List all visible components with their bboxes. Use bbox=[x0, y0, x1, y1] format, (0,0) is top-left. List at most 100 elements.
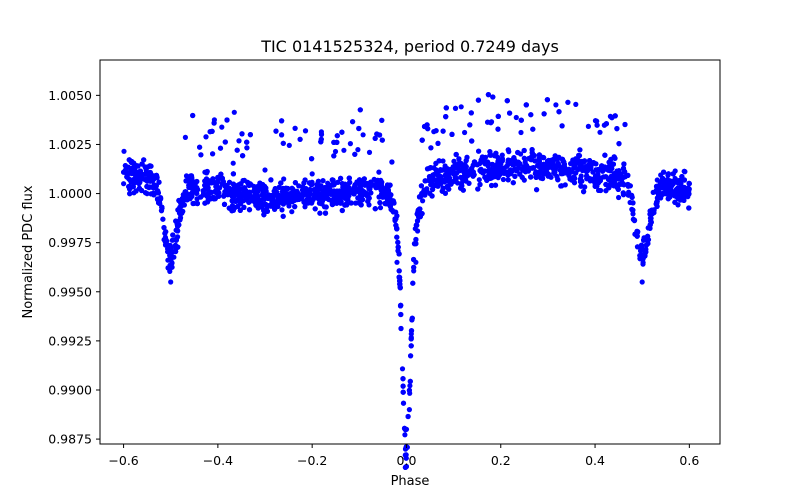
data-point bbox=[660, 175, 666, 182]
data-point bbox=[219, 175, 225, 181]
data-point bbox=[514, 168, 520, 174]
data-point bbox=[126, 157, 132, 163]
data-point bbox=[339, 129, 345, 135]
data-point bbox=[400, 383, 406, 389]
data-point bbox=[475, 97, 481, 103]
data-point bbox=[612, 155, 618, 161]
data-point bbox=[398, 302, 404, 308]
data-point bbox=[396, 268, 402, 274]
data-point bbox=[557, 167, 563, 173]
data-point bbox=[566, 167, 572, 173]
data-point bbox=[663, 191, 669, 197]
data-point bbox=[211, 196, 217, 202]
data-point bbox=[141, 157, 147, 163]
data-point bbox=[280, 213, 286, 219]
data-point bbox=[211, 120, 217, 126]
x-axis-label: Phase bbox=[391, 474, 430, 489]
data-point bbox=[651, 207, 657, 213]
data-point bbox=[415, 228, 421, 234]
data-point bbox=[426, 174, 433, 180]
data-point bbox=[641, 237, 647, 243]
data-point bbox=[339, 207, 345, 214]
data-point bbox=[616, 194, 622, 201]
data-point bbox=[151, 182, 157, 188]
data-point bbox=[318, 139, 324, 145]
data-point bbox=[262, 194, 268, 200]
data-point bbox=[602, 152, 608, 158]
data-points bbox=[121, 92, 693, 470]
x-axis: −0.6 −0.4 −0.2 0.0 0.2 0.4 0.6 bbox=[108, 444, 699, 468]
data-point bbox=[229, 208, 235, 214]
data-point bbox=[123, 170, 129, 176]
data-point bbox=[290, 186, 296, 192]
data-point bbox=[664, 177, 671, 183]
data-point bbox=[306, 180, 313, 186]
data-point bbox=[379, 137, 385, 143]
data-point bbox=[466, 180, 472, 186]
data-point bbox=[505, 147, 511, 153]
data-point bbox=[130, 164, 136, 171]
data-point bbox=[272, 206, 278, 212]
data-point bbox=[610, 181, 616, 187]
data-point bbox=[482, 168, 488, 174]
data-point bbox=[230, 181, 236, 187]
data-point bbox=[656, 183, 662, 189]
data-point bbox=[492, 182, 499, 188]
y-axis: 0.9875 0.9900 0.9925 0.9950 0.9975 1.0000 1.00… bbox=[48, 88, 100, 447]
data-point bbox=[620, 190, 626, 196]
data-point bbox=[231, 188, 238, 194]
data-point bbox=[407, 383, 413, 389]
data-point bbox=[372, 206, 378, 212]
data-point bbox=[596, 187, 602, 193]
data-point bbox=[239, 131, 245, 137]
data-point bbox=[457, 160, 463, 166]
data-point bbox=[440, 128, 446, 134]
x-tick-label: 0.4 bbox=[585, 453, 605, 468]
x-tick-label: 0.2 bbox=[491, 453, 511, 468]
data-point bbox=[312, 206, 318, 212]
data-point bbox=[173, 248, 179, 255]
data-point bbox=[605, 176, 612, 182]
data-point bbox=[453, 151, 459, 158]
data-point bbox=[328, 190, 334, 196]
data-point bbox=[329, 177, 335, 183]
data-point bbox=[309, 199, 315, 205]
data-point bbox=[499, 152, 505, 158]
data-point bbox=[631, 217, 638, 223]
data-point bbox=[505, 177, 511, 183]
data-point bbox=[460, 187, 466, 193]
data-point bbox=[523, 102, 529, 108]
data-point bbox=[159, 204, 165, 210]
data-point bbox=[418, 183, 424, 189]
data-point bbox=[530, 126, 536, 132]
data-point bbox=[238, 193, 244, 199]
data-point bbox=[391, 200, 397, 206]
data-point bbox=[449, 131, 455, 137]
data-point bbox=[406, 407, 412, 413]
data-point bbox=[611, 177, 617, 183]
data-point bbox=[398, 311, 404, 318]
data-point bbox=[121, 148, 127, 154]
data-point bbox=[686, 186, 692, 192]
data-point bbox=[285, 185, 291, 192]
data-point bbox=[476, 177, 482, 183]
data-point bbox=[656, 190, 663, 196]
y-tick-label: 0.9975 bbox=[48, 235, 92, 250]
data-point bbox=[407, 378, 413, 384]
data-point bbox=[570, 157, 576, 163]
data-point bbox=[394, 259, 400, 265]
data-point bbox=[377, 205, 384, 211]
data-point bbox=[498, 161, 504, 167]
data-point bbox=[198, 152, 204, 158]
data-point bbox=[144, 191, 150, 197]
data-point bbox=[422, 178, 428, 184]
data-point bbox=[610, 161, 617, 167]
data-point bbox=[634, 244, 641, 250]
data-point bbox=[552, 153, 558, 159]
data-point bbox=[593, 167, 599, 173]
data-point bbox=[127, 191, 133, 197]
data-point bbox=[504, 98, 510, 104]
data-point bbox=[375, 179, 381, 185]
data-point bbox=[177, 204, 183, 210]
data-point bbox=[257, 183, 263, 189]
